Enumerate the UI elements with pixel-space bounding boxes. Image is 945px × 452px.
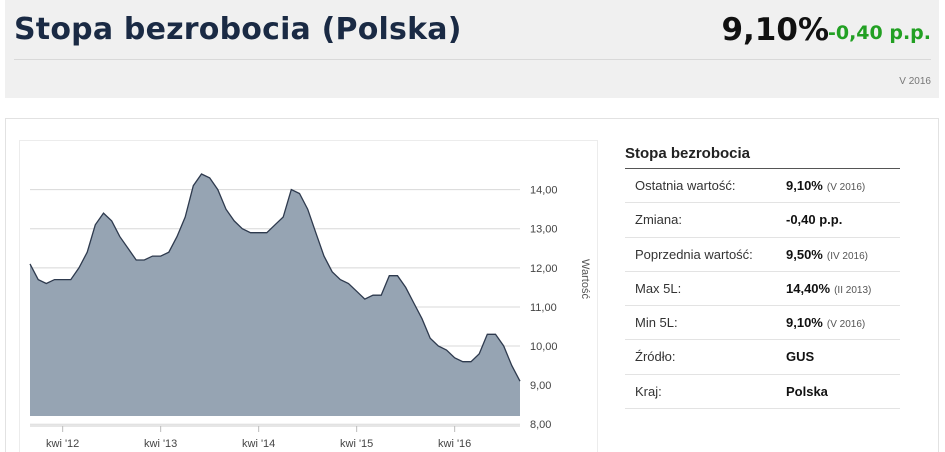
info-date: (IV 2016): [826, 250, 869, 262]
info-row: Min 5L: 9,10% (V 2016): [625, 306, 900, 341]
info-label: Max 5L:: [635, 280, 682, 296]
period-label: V 2016: [899, 76, 931, 87]
info-table: Stopa bezrobocia Ostatnia wartość: 9,10%…: [625, 145, 900, 410]
y-axis-label: Wartość: [579, 259, 591, 299]
header-divider: [14, 59, 931, 60]
y-tick-label: 14,00: [530, 185, 558, 197]
info-row: Kraj: Polska: [625, 375, 900, 410]
y-tick-label: 12,00: [530, 263, 558, 275]
info-value: 14,40% (II 2013): [786, 280, 872, 296]
info-value: GUS: [786, 349, 815, 365]
x-tick-label: kwi '15: [340, 438, 373, 450]
info-value: 9,10% (V 2016): [786, 178, 866, 193]
info-label: Zmiana:: [635, 212, 682, 228]
info-row: Ostatnia wartość: 9,10% (V 2016): [625, 169, 900, 204]
change-value: -0,40 p.p.: [827, 22, 931, 44]
info-date: (II 2013): [834, 284, 872, 296]
chart-container[interactable]: 14,00 13,00 12,00 11,00 10,00 9,00 8,00 kwi '12…: [19, 140, 598, 452]
info-value: Polska: [786, 383, 828, 399]
info-value: 9,10% (V 2016): [786, 315, 866, 331]
info-row: Źródło: GUS: [625, 340, 900, 375]
x-tick-label: kwi '16: [438, 438, 471, 450]
x-tick-label: kwi '12: [46, 438, 79, 450]
info-label: Poprzednia wartość:: [635, 246, 753, 262]
info-label: Min 5L:: [635, 315, 678, 331]
x-tick-label: kwi '13: [144, 438, 177, 450]
info-title: Stopa bezrobocia: [625, 145, 900, 169]
content-panel: 14,00 13,00 12,00 11,00 10,00 9,00 8,00 kwi '12…: [5, 118, 939, 452]
page-title: Stopa bezrobocia (Polska): [14, 12, 462, 47]
series-line: [29, 173, 521, 382]
info-label: Ostatnia wartość:: [635, 178, 736, 193]
info-row: Zmiana: -0,40 p.p.: [625, 203, 900, 238]
current-value: 9,10%: [721, 12, 829, 48]
info-value: -0,40 p.p.: [786, 212, 843, 228]
y-tick-label: 10,00: [530, 341, 558, 353]
x-tick-label: kwi '14: [242, 438, 275, 450]
info-label: Źródło:: [635, 349, 676, 365]
y-tick-label: 8,00: [530, 419, 551, 431]
info-row: Max 5L: 14,40% (II 2013): [625, 272, 900, 307]
series-area: [30, 174, 520, 416]
info-date: (V 2016): [826, 182, 866, 193]
y-tick-label: 13,00: [530, 224, 558, 236]
y-tick-label: 9,00: [530, 380, 551, 392]
info-value: 9,50% (IV 2016): [786, 246, 869, 262]
header: Stopa bezrobocia (Polska) 9,10% -0,40 p.…: [5, 0, 939, 98]
unemployment-chart[interactable]: 14,00 13,00 12,00 11,00 10,00 9,00 8,00 kwi '12…: [20, 141, 599, 452]
y-tick-label: 11,00: [530, 302, 557, 314]
info-label: Kraj:: [635, 383, 662, 399]
info-row: Poprzednia wartość: 9,50% (IV 2016): [625, 238, 900, 272]
info-date: (V 2016): [826, 319, 866, 331]
